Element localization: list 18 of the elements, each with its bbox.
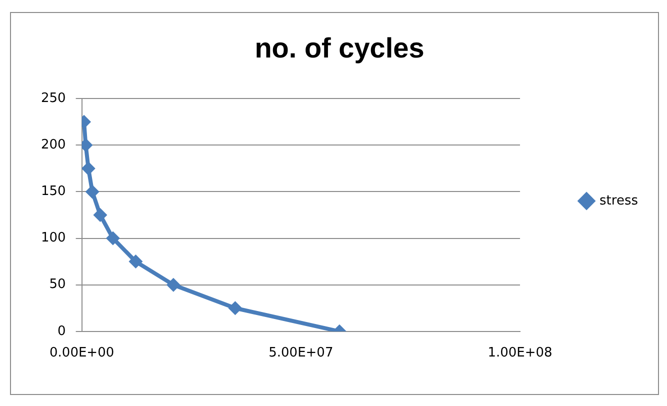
y-tick-label: 200 (40, 138, 66, 153)
y-tick-label: 150 (40, 184, 66, 200)
point (228, 301, 242, 316)
chart-title: no. of cycles (254, 32, 424, 64)
legend-label: stress (600, 193, 638, 208)
y-tick-label: 50 (49, 277, 66, 292)
point (166, 278, 180, 292)
x-tick-label: 1.00E+08 (488, 346, 552, 361)
y-tick-label: 100 (40, 230, 66, 246)
point (85, 184, 100, 199)
y-tick-label: 250 (40, 90, 66, 106)
point (93, 208, 108, 222)
x-tick-label: 5.00E+07 (268, 346, 334, 361)
y-tick-label: 0 (58, 324, 66, 339)
point (128, 254, 143, 269)
point (106, 231, 120, 246)
point (82, 161, 96, 176)
x-tick-label: 0.00E+00 (50, 346, 114, 361)
